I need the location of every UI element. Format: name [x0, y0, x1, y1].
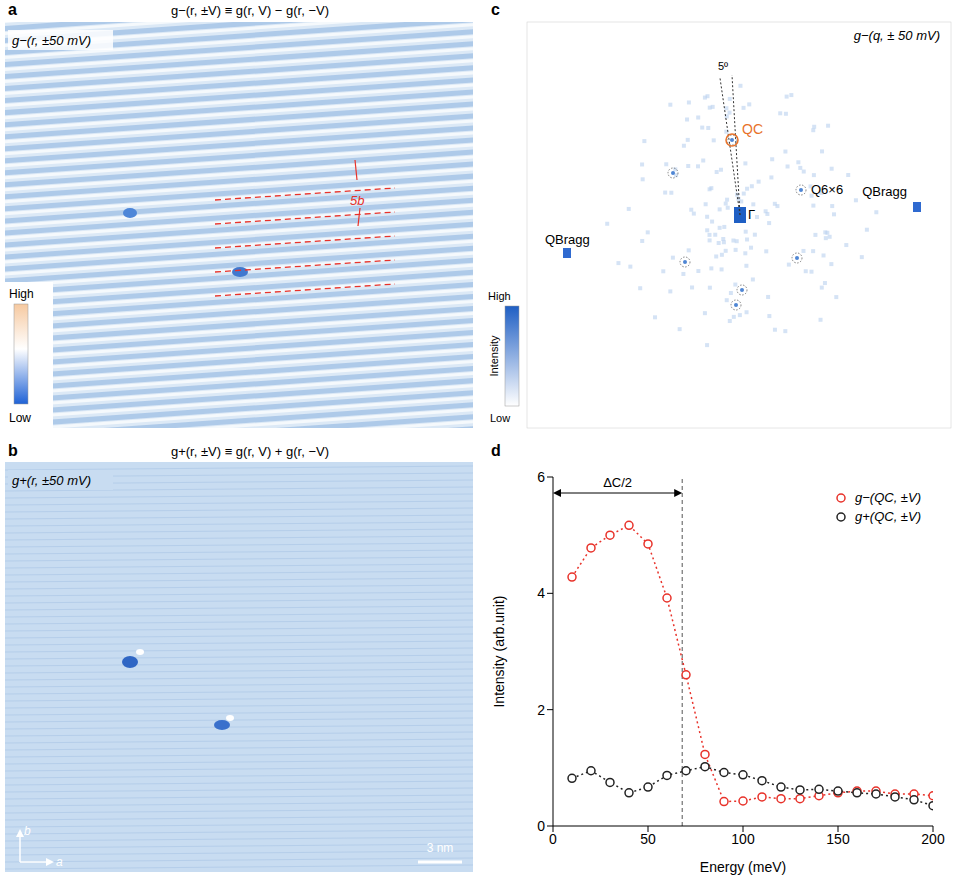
svg-text:4: 4 — [537, 585, 545, 601]
html-text:d: d — [491, 442, 501, 459]
svg-text:Q6×6: Q6×6 — [811, 182, 843, 197]
svg-text:Low: Low — [490, 412, 510, 424]
svg-text:200: 200 — [921, 831, 945, 847]
svg-text:QC: QC — [742, 121, 763, 137]
svg-text:6: 6 — [537, 469, 545, 485]
svg-text:b: b — [8, 442, 18, 459]
svg-text:100: 100 — [731, 831, 755, 847]
svg-text:a: a — [56, 855, 63, 869]
svg-text:b: b — [24, 824, 31, 838]
svg-text:Intensity (arb.unit): Intensity (arb.unit) — [491, 595, 507, 707]
svg-text:QBragg: QBragg — [545, 232, 590, 247]
html-text:g+(QC, ±V): g+(QC, ±V) — [855, 509, 921, 524]
svg-text:50: 50 — [640, 831, 656, 847]
svg-text:c: c — [491, 1, 500, 18]
svg-text:a: a — [8, 1, 17, 18]
html-text:g−(QC, ±V): g−(QC, ±V) — [855, 490, 921, 505]
svg-text:g+(r, ±V) ≡ g(r, V) + g(r, −V): g+(r, ±V) ≡ g(r, V) + g(r, −V) — [171, 444, 329, 459]
svg-text:High: High — [9, 287, 34, 301]
svg-text:5b: 5b — [350, 193, 364, 208]
svg-text:g−(r, ±50 mV): g−(r, ±50 mV) — [12, 33, 91, 48]
svg-text:ΔC/2: ΔC/2 — [603, 475, 632, 490]
svg-text:0: 0 — [549, 831, 557, 847]
svg-text:g−(q, ± 50 mV): g−(q, ± 50 mV) — [854, 28, 940, 43]
svg-text:3 nm: 3 nm — [427, 841, 454, 855]
svg-text:2: 2 — [537, 702, 545, 718]
svg-text:g+(r, ±50 mV): g+(r, ±50 mV) — [12, 473, 91, 488]
svg-text:Γ: Γ — [748, 207, 755, 222]
svg-text:5º: 5º — [718, 60, 728, 72]
svg-text:High: High — [488, 290, 511, 302]
svg-text:0: 0 — [537, 818, 545, 834]
svg-text:Intensity: Intensity — [488, 335, 500, 376]
svg-text:Energy (meV): Energy (meV) — [700, 859, 786, 875]
svg-text:150: 150 — [826, 831, 850, 847]
svg-text:Low: Low — [9, 411, 31, 425]
svg-text:QBragg: QBragg — [862, 184, 907, 199]
svg-text:g−(r, ±V) ≡ g(r, V) − g(r, −V): g−(r, ±V) ≡ g(r, V) − g(r, −V) — [171, 3, 329, 18]
